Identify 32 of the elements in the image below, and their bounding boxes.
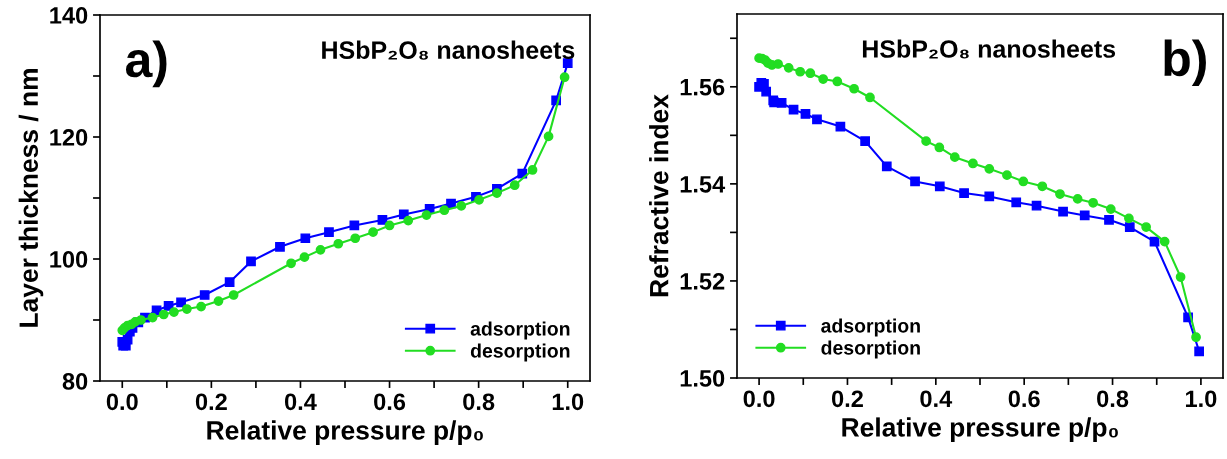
legend-label: adsorption bbox=[470, 321, 570, 340]
x-tick-label: 0.8 bbox=[1097, 390, 1129, 408]
annotation: HSbP₂O₈ nanosheets bbox=[862, 39, 1116, 59]
x-tick-label: 0.4 bbox=[284, 393, 317, 411]
x-tick-label: 0.2 bbox=[195, 393, 227, 411]
x-tick-label: 0.4 bbox=[920, 390, 953, 408]
annotation: HSbP₂O₈ nanosheets bbox=[322, 40, 575, 60]
y-tick-label: 1.52 bbox=[680, 273, 725, 290]
y-tick-label: 1.54 bbox=[680, 176, 726, 193]
x-tick-label: 0.0 bbox=[743, 390, 775, 408]
y-tick-label: 140 bbox=[50, 7, 88, 24]
y-axis-title: Refractive index bbox=[649, 94, 669, 297]
y-tick-label: 1.56 bbox=[680, 78, 725, 96]
x-axis-title: Relative pressure p/p₀ bbox=[207, 420, 483, 445]
annotation: b) bbox=[1164, 39, 1206, 87]
legend-label: adsorption bbox=[821, 318, 920, 337]
x-tick-label: 1.0 bbox=[1185, 390, 1217, 408]
x-tick-label: 0.0 bbox=[106, 393, 138, 411]
x-tick-label: 0.6 bbox=[374, 393, 406, 411]
y-tick-label: 1.50 bbox=[680, 370, 725, 387]
annotation: a) bbox=[125, 40, 167, 88]
y-tick-label: 120 bbox=[50, 129, 88, 146]
x-tick-label: 1.0 bbox=[552, 393, 584, 411]
legend-label: desorption bbox=[821, 340, 920, 359]
y-axis-title: Layer thickness / nm bbox=[18, 69, 44, 327]
legend-label: desorption bbox=[470, 343, 570, 362]
x-axis-title: Relative pressure p/p₀ bbox=[842, 417, 1118, 442]
y-tick-label: 100 bbox=[50, 251, 88, 268]
x-tick-label: 0.8 bbox=[463, 393, 495, 411]
x-tick-label: 0.2 bbox=[831, 390, 863, 408]
y-tick-label: 80 bbox=[62, 373, 88, 390]
x-tick-label: 0.6 bbox=[1008, 390, 1040, 408]
